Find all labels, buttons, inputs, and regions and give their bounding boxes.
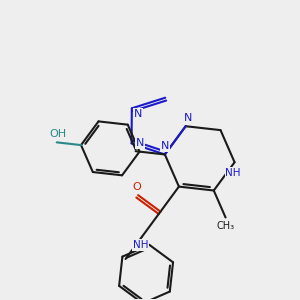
Text: N: N bbox=[136, 138, 144, 148]
Text: NH: NH bbox=[225, 168, 241, 178]
Text: N: N bbox=[134, 109, 142, 119]
Text: N: N bbox=[161, 141, 169, 151]
Text: CH₃: CH₃ bbox=[217, 221, 235, 231]
Text: N: N bbox=[184, 113, 192, 123]
Text: O: O bbox=[132, 182, 141, 192]
Text: NH: NH bbox=[133, 240, 148, 250]
Text: OH: OH bbox=[50, 129, 67, 139]
